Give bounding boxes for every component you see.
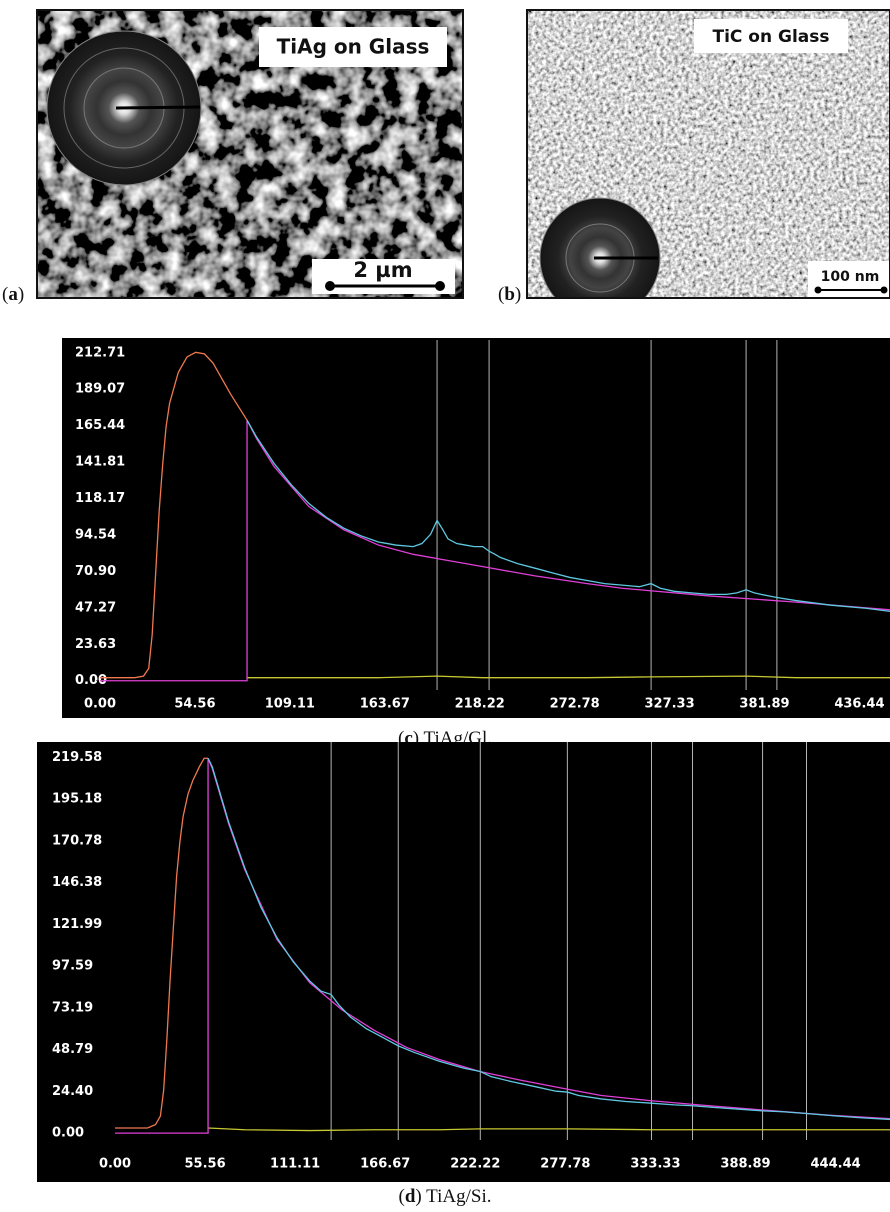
x-tick-label: 0.00 (99, 1157, 131, 1172)
scale-bar-end (325, 281, 335, 291)
caption-letter: d (405, 1186, 416, 1207)
x-tick-label: 218.22 (455, 697, 505, 712)
x-tick-label: 111.11 (270, 1157, 320, 1172)
micrograph-b: TiC on Glass 100 nm (527, 10, 890, 318)
x-tick-label: 0.00 (84, 697, 116, 712)
y-tick-label: 48.79 (52, 1042, 93, 1057)
y-tick-label: 195.18 (52, 792, 102, 807)
scale-bar-end (815, 287, 822, 294)
panel-title: TiC on Glass (712, 27, 829, 47)
x-tick-label: 163.67 (360, 697, 410, 712)
x-tick-label: 327.33 (644, 697, 694, 712)
panel-title: TiAg on Glass (277, 35, 430, 59)
scale-bar-end (435, 281, 445, 291)
y-tick-label: 47.27 (75, 600, 116, 615)
figure: TiAg on Glass 2 µm (a) TiC on Glass 100 … (0, 0, 890, 1212)
y-tick-label: 118.17 (75, 491, 125, 506)
x-tick-label: 222.22 (450, 1157, 500, 1172)
x-tick-label: 109.11 (265, 697, 315, 712)
caption-text: ) TiAg/Si. (415, 1186, 491, 1207)
panel-label: (a) (2, 284, 24, 305)
paren: ) (18, 284, 24, 305)
caption: (d) TiAg/Si. (399, 1186, 492, 1207)
y-tick-label: 170.78 (52, 833, 102, 848)
scale-bar-label: 100 nm (821, 269, 880, 285)
paren: ) (515, 284, 521, 305)
letter: b (504, 284, 515, 305)
x-tick-label: 436.44 (834, 697, 884, 712)
x-tick-label: 166.67 (360, 1157, 410, 1172)
y-tick-label: 23.63 (75, 637, 116, 652)
chart-background (62, 338, 890, 718)
y-tick-label: 97.59 (52, 959, 93, 974)
scale-bar-end (881, 287, 888, 294)
chart-background (37, 742, 890, 1182)
y-tick-label: 212.71 (75, 345, 125, 360)
x-tick-label: 444.44 (811, 1157, 861, 1172)
x-tick-label: 54.56 (174, 697, 215, 712)
y-tick-label: 189.07 (75, 382, 125, 397)
y-tick-label: 165.44 (75, 418, 125, 433)
beam-stop (116, 107, 200, 108)
x-tick-label: 381.89 (739, 697, 789, 712)
y-tick-label: 94.54 (75, 527, 116, 542)
x-tick-label: 388.89 (720, 1157, 770, 1172)
chart: 0.00 24.40 48.79 73.19 97.59 121.99 146.38 170.… (37, 742, 890, 1182)
chart: 0.00 23.63 47.27 70.90 94.54 118.17 141.81 165.… (62, 338, 890, 718)
scale-bar-label: 2 µm (353, 258, 412, 282)
x-tick-label: 277.78 (540, 1157, 590, 1172)
y-tick-label: 73.19 (52, 1000, 93, 1015)
letter: a (8, 284, 18, 305)
y-tick-label: 70.90 (75, 564, 116, 579)
y-tick-label: 24.40 (52, 1084, 93, 1099)
x-tick-label: 272.78 (550, 697, 600, 712)
y-tick-label: 121.99 (52, 917, 102, 932)
y-tick-label: 146.38 (52, 875, 102, 890)
y-tick-label: 0.00 (52, 1126, 84, 1141)
x-tick-label: 333.33 (630, 1157, 680, 1172)
y-tick-label: 141.81 (75, 455, 125, 470)
x-tick-label: 55.56 (185, 1157, 226, 1172)
panel-label: (b) (498, 284, 521, 305)
micrograph-a: TiAg on Glass 2 µm (37, 10, 463, 298)
y-tick-label: 219.58 (52, 750, 102, 765)
